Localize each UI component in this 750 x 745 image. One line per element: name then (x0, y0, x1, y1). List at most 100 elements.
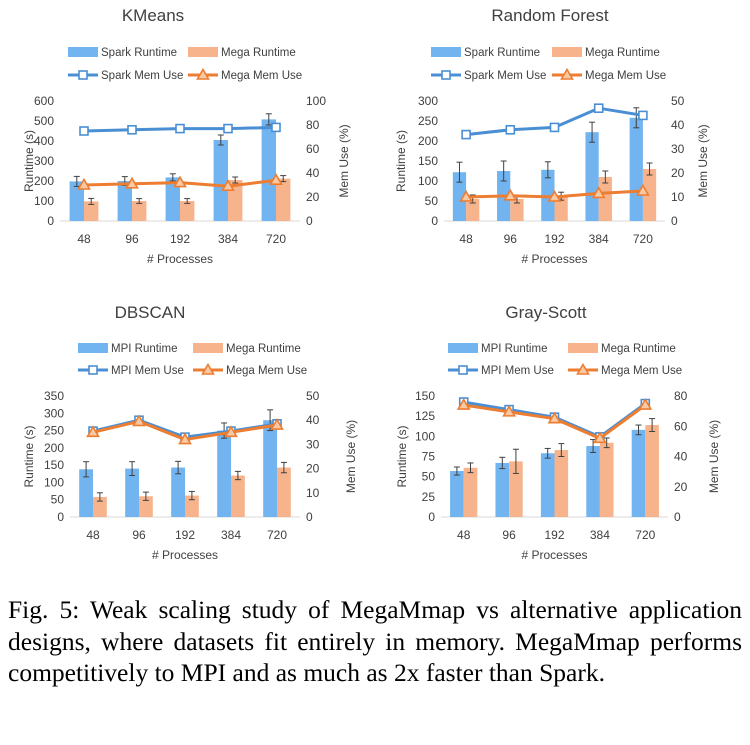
x-tick-label: 720 (635, 528, 655, 542)
x-tick-label: 384 (221, 528, 241, 542)
error-bar (184, 198, 191, 204)
x-axis-label: # Processes (521, 252, 587, 266)
point-mega-mem-use (132, 414, 146, 427)
y-axis-label: Runtime (s) (395, 425, 409, 487)
point-mega-mem-use (547, 411, 562, 424)
error-bar (499, 456, 506, 470)
legend-marker (458, 365, 468, 375)
legend-item-spark-mem-use: Spark Mem Use (68, 70, 183, 82)
error-bar (232, 176, 239, 184)
legend-label: Mega Mem Use (585, 70, 666, 82)
y-tick-label: 600 (34, 94, 54, 108)
bar-mpi-runtime (450, 471, 464, 517)
error-bar (142, 491, 149, 501)
error-bar (646, 162, 653, 176)
legend-marker (441, 70, 451, 80)
legend-marker (88, 365, 98, 375)
y2-tick-label: 40 (306, 413, 320, 427)
bar-mega-runtime (276, 178, 291, 221)
y2-tick-label: 50 (671, 94, 685, 108)
error-bar (188, 490, 195, 501)
y2-axis-label: Mem Use (%) (344, 420, 358, 493)
legend-label: Mega Runtime (585, 47, 660, 59)
y-tick-label: 50 (51, 493, 65, 507)
legend-swatch (552, 47, 582, 57)
point-mega-mem-use (86, 425, 100, 438)
y2-tick-label: 40 (671, 118, 685, 132)
y2-tick-label: 40 (674, 450, 688, 464)
bar-mpi-runtime (263, 420, 277, 517)
point-mega-mem-use (459, 189, 473, 202)
y2-axis-label: Mem Use (%) (337, 124, 351, 197)
x-tick-label: 48 (457, 528, 471, 542)
y-axis-label: Runtime (s) (394, 130, 408, 192)
y-tick-label: 100 (34, 194, 54, 208)
y2-tick-label: 0 (671, 214, 678, 228)
legend-label: Mega Mem Use (226, 365, 307, 377)
y-tick-label: 100 (415, 429, 435, 443)
bar-mega-runtime (93, 496, 107, 517)
y2-tick-label: 10 (671, 190, 685, 204)
y-tick-label: 200 (44, 441, 64, 455)
legend-item-mpi-runtime: MPI Runtime (78, 343, 177, 355)
error-bar (544, 161, 551, 179)
point-mega-mem-use (224, 425, 238, 438)
point-spark-mem-use (461, 129, 471, 140)
bar-spark-runtime (117, 181, 132, 221)
y-tick-label: 75 (422, 450, 436, 464)
bar-mega-runtime (645, 425, 659, 517)
x-tick-label: 192 (170, 232, 190, 246)
x-tick-label: 48 (459, 232, 473, 246)
legend-label: Spark Runtime (464, 47, 540, 59)
y2-tick-label: 80 (306, 118, 320, 132)
chart-title: DBSCAN (115, 303, 186, 322)
y-tick-label: 0 (57, 510, 64, 524)
error-bar (129, 461, 136, 477)
y2-tick-label: 60 (306, 142, 320, 156)
y2-tick-label: 50 (306, 389, 320, 403)
y-tick-label: 0 (428, 510, 435, 524)
bar-mega-runtime (466, 199, 480, 221)
legend-swatch (188, 47, 218, 57)
legend-item-mega-runtime: Mega Runtime (552, 47, 660, 59)
y-tick-label: 50 (425, 194, 439, 208)
error-bar (589, 121, 596, 143)
bar-spark-runtime (452, 172, 467, 221)
bar-mega-runtime (642, 169, 657, 221)
point-spark-mem-use (175, 123, 185, 134)
y2-axis-label: Mem Use (%) (707, 420, 721, 493)
legend-marker (201, 362, 215, 375)
y-tick-label: 100 (44, 475, 64, 489)
legend-item-spark-runtime: Spark Runtime (68, 47, 177, 59)
legend-swatch (193, 343, 223, 353)
x-tick-label: 96 (132, 528, 146, 542)
y-tick-label: 100 (418, 174, 438, 188)
point-spark-mem-use (79, 126, 89, 136)
y-tick-label: 300 (44, 406, 64, 420)
y2-tick-label: 20 (674, 480, 688, 494)
error-bar (467, 462, 474, 474)
legend-swatch (68, 47, 98, 57)
y-tick-label: 300 (34, 154, 54, 168)
bar-mega-runtime (554, 196, 568, 221)
chart-random-forest: Random Forest Spark Runtime Mega Runtime Sp… (394, 6, 710, 266)
y-tick-label: 150 (418, 154, 438, 168)
error-bar (544, 447, 551, 459)
bar-spark-runtime (69, 181, 84, 221)
legend-label: Mega Runtime (601, 343, 676, 355)
bar-mpi-runtime (586, 446, 600, 517)
bar-spark-runtime (165, 177, 180, 221)
bar-mega-runtime (598, 177, 612, 221)
x-tick-label: 192 (544, 528, 564, 542)
point-mega-mem-use (77, 177, 91, 190)
error-bar (603, 437, 610, 449)
error-bar (635, 424, 642, 436)
chart-title: Random Forest (491, 6, 608, 25)
x-tick-label: 384 (218, 232, 238, 246)
bar-mega-runtime (554, 450, 569, 517)
y2-tick-label: 100 (306, 94, 326, 108)
legend-item-mpi-mem-use: MPI Mem Use (78, 365, 184, 377)
y2-tick-label: 0 (306, 510, 313, 524)
error-bar (136, 198, 143, 204)
point-mega-mem-use (269, 173, 283, 185)
